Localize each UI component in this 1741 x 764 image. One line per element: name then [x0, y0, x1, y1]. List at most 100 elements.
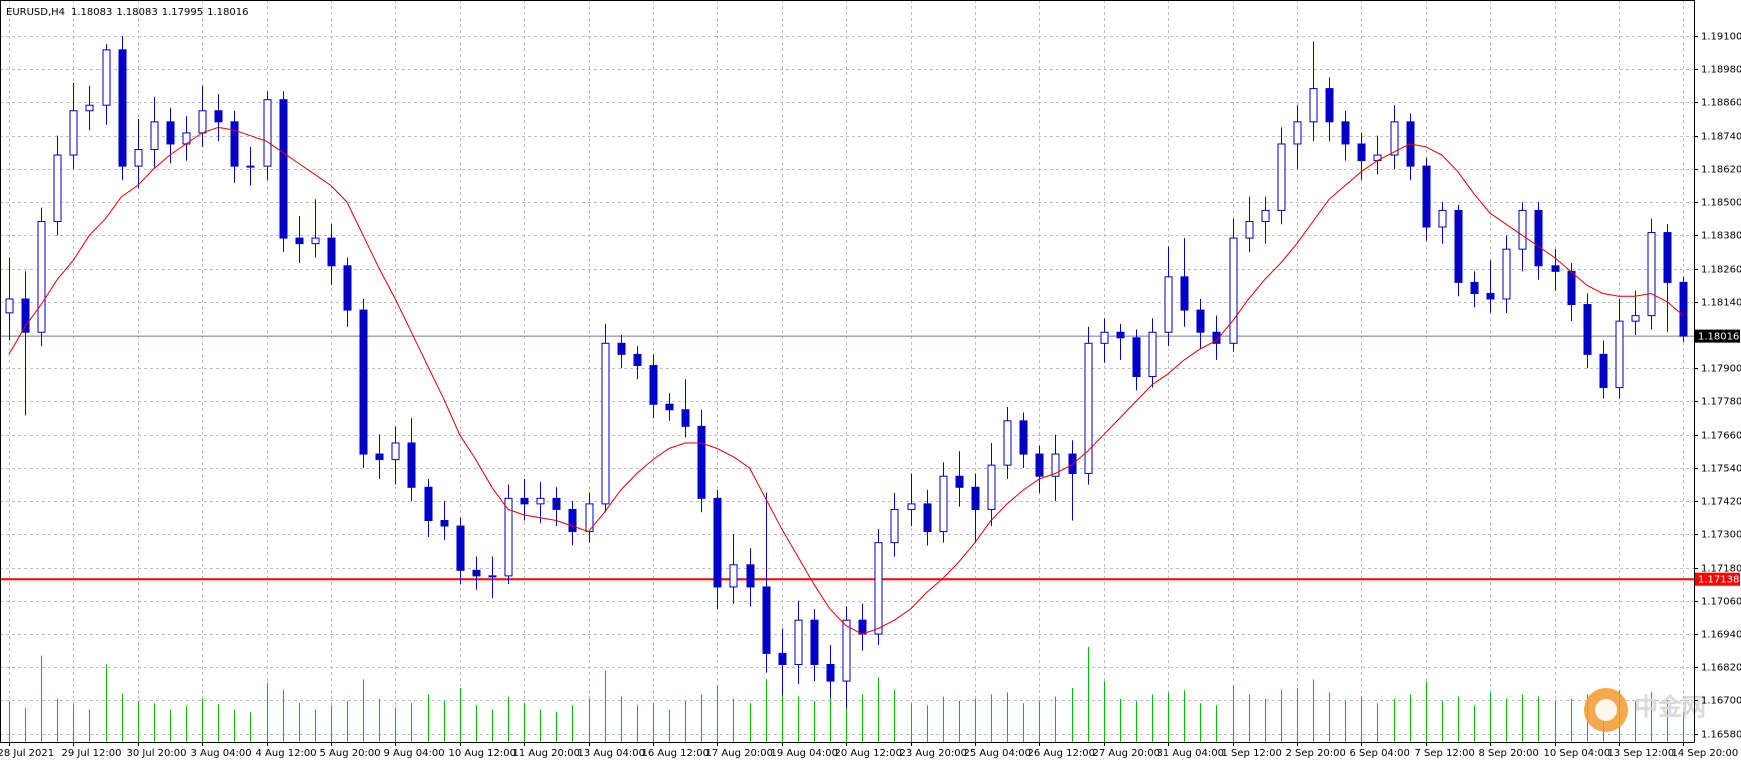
candle-body: [504, 497, 513, 577]
candle-body: [53, 154, 62, 222]
candle-body: [1229, 237, 1238, 344]
x-tick-label: 13 Aug 04:00: [578, 748, 645, 759]
candle-body: [150, 121, 159, 151]
x-tick-label: 29 Jul 12:00: [62, 748, 122, 759]
y-tick-label: 1.16820: [1701, 663, 1741, 674]
candle-body: [1390, 121, 1399, 156]
x-tick-label: 10 Sep 04:00: [1544, 748, 1611, 759]
x-tick-label: 10 Aug 12:00: [449, 748, 516, 759]
x-tick-label: 13 Sep 12:00: [1608, 748, 1675, 759]
candle-body: [923, 503, 932, 533]
candle-body: [1502, 248, 1511, 300]
candle-body: [440, 520, 449, 527]
candle-body: [1293, 121, 1302, 145]
candle-body: [762, 586, 771, 654]
candle-body: [713, 497, 722, 588]
candle-body: [858, 619, 867, 635]
y-tick-label: 1.18620: [1701, 165, 1741, 176]
candle-body: [1583, 304, 1592, 355]
candle-body: [907, 503, 916, 510]
x-tick-label: 28 Jul 2021: [0, 748, 54, 759]
price-tag-label: 1.18016: [1698, 332, 1739, 343]
y-tick-label: 1.18260: [1701, 265, 1741, 276]
candle-body: [1196, 309, 1205, 333]
y-tick-label: 1.18140: [1701, 298, 1741, 309]
candle-body: [1454, 209, 1463, 283]
x-tick-label: 14 Sep 20:00: [1672, 748, 1739, 759]
moving-average: [8, 126, 1684, 635]
logo-inner: [1595, 699, 1617, 721]
candle-body: [939, 475, 948, 533]
candle-body: [810, 619, 819, 665]
candle-body: [407, 442, 416, 488]
candle-body: [987, 464, 996, 510]
candle-body: [568, 508, 577, 533]
candle-body: [424, 486, 433, 522]
volume-pane: [9, 647, 1684, 742]
candle-body: [69, 110, 78, 156]
candle-body: [214, 110, 223, 123]
header-open: 1.18083: [71, 7, 112, 18]
x-tick-label: 7 Sep 12:00: [1415, 748, 1475, 759]
price-tag: [1695, 329, 1740, 343]
x-tick-label: 5 Aug 20:00: [320, 748, 381, 759]
y-tick-label: 1.17420: [1701, 497, 1741, 508]
watermark-text: 中金网: [1634, 693, 1706, 721]
y-tick-label: 1.18500: [1701, 198, 1741, 209]
candle-body: [794, 619, 803, 665]
candle-body: [520, 497, 529, 505]
candle-body: [1551, 265, 1560, 272]
x-tick-label: 9 Aug 04:00: [384, 748, 445, 759]
candle-body: [1019, 420, 1028, 455]
x-tick-label: 8 Sep 20:00: [1479, 748, 1539, 759]
candle-body: [1180, 276, 1189, 311]
candle-body: [1116, 331, 1125, 339]
candle-body: [343, 265, 352, 311]
candle-body: [617, 342, 626, 355]
candle-body: [746, 564, 755, 588]
y-tick-label: 1.16580: [1701, 730, 1741, 741]
x-tick-label: 16 Aug 12:00: [642, 748, 709, 759]
candle-body: [1212, 331, 1221, 344]
y-tick-label: 1.17060: [1701, 597, 1741, 608]
candle-body: [1164, 276, 1173, 333]
candle-body: [1084, 342, 1093, 474]
candle-body: [134, 149, 143, 167]
candle-body: [1422, 165, 1431, 228]
y-tick-label: 1.17780: [1701, 397, 1741, 408]
candle-body: [359, 309, 368, 455]
x-tick-label: 27 Aug 20:00: [1093, 748, 1160, 759]
candle-body: [536, 497, 545, 505]
candle-body: [279, 99, 288, 239]
x-tick-label: 31 Aug 04:00: [1157, 748, 1224, 759]
candle-body: [295, 237, 304, 245]
y-tick-label: 1.18860: [1701, 98, 1741, 109]
candle-body: [1051, 453, 1060, 477]
price-tag: [1695, 572, 1740, 586]
candle-body: [1534, 209, 1543, 267]
y-tick-label: 1.16940: [1701, 630, 1741, 641]
candle-body: [118, 49, 127, 167]
y-tick-label: 1.18980: [1701, 65, 1741, 76]
candle-body: [665, 403, 674, 411]
y-tick-label: 1.17900: [1701, 364, 1741, 375]
candle-body: [21, 298, 30, 333]
candle-body: [1470, 281, 1479, 294]
candle-body: [456, 525, 465, 571]
symbol: EURUSD,H4: [6, 7, 65, 18]
x-tick-label: 17 Aug 20:00: [706, 748, 773, 759]
x-tick-label: 23 Aug 20:00: [900, 748, 967, 759]
candle-body: [311, 237, 320, 245]
candle-body: [826, 663, 835, 682]
x-tick-label: 1 Sep 12:00: [1222, 748, 1282, 759]
y-tick-label: 1.17180: [1701, 564, 1741, 575]
header-close: 1.18016: [207, 7, 248, 18]
candle-body: [375, 453, 384, 461]
candle-body: [263, 99, 272, 167]
candle-body: [1599, 353, 1608, 389]
y-tick-label: 1.17300: [1701, 530, 1741, 541]
candle-body: [327, 237, 336, 267]
y-tick-label: 1.17660: [1701, 431, 1741, 442]
